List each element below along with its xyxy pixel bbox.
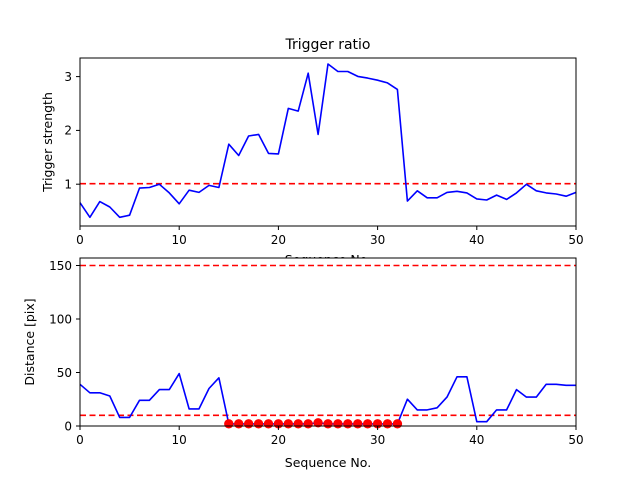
bottom-x-tick-label: 0: [76, 433, 84, 447]
bottom-x-tick-label: 10: [172, 433, 187, 447]
top-x-tick-label: 30: [370, 233, 385, 247]
top-x-ticks: 0 10 20 30 40 50: [76, 226, 584, 247]
bottom-marker-point: [293, 419, 303, 429]
bottom-x-ticks: 0 10 20 30 40 50: [76, 426, 584, 447]
bottom-marker-point: [253, 419, 264, 429]
top-y-tick-label: 1: [64, 178, 72, 192]
bottom-marker-point: [382, 419, 393, 429]
top-plot-area: [79, 63, 577, 219]
top-axes-frame: [79, 57, 577, 227]
top-y-tick-label: 2: [64, 124, 72, 138]
top-x-tick-label: 20: [271, 233, 286, 247]
top-x-tick-label: 40: [469, 233, 484, 247]
bottom-subplot: 0 10 20 30 40 50 0 50 100 150 Distance […: [22, 257, 584, 470]
bottom-y-tick-label: 0: [64, 419, 72, 433]
bottom-y-tick-label: 150: [49, 259, 72, 273]
bottom-marker-point: [392, 419, 403, 429]
top-y-tick-label: 3: [64, 70, 72, 84]
bottom-x-tick-label: 40: [469, 433, 484, 447]
bottom-axes-frame: [79, 257, 577, 427]
bottom-marker-point: [323, 419, 333, 429]
top-y-ticks: 1 2 3: [64, 70, 80, 192]
bottom-marker-point: [303, 419, 313, 429]
top-chart-title: Trigger ratio: [284, 37, 370, 53]
bottom-y-tick-label: 100: [49, 312, 72, 326]
bottom-x-tick-label: 30: [370, 433, 385, 447]
bottom-marker-point: [234, 419, 244, 429]
bottom-marker-point: [224, 419, 234, 429]
bottom-marker-point: [263, 419, 274, 429]
top-y-axis-label: Trigger strength: [40, 92, 55, 193]
bottom-axes-background: [80, 258, 576, 426]
bottom-marker-point: [343, 419, 353, 429]
bottom-marker-point: [313, 418, 323, 428]
bottom-x-tick-label: 20: [271, 433, 286, 447]
bottom-marker-point: [243, 419, 254, 429]
bottom-x-tick-label: 50: [568, 433, 583, 447]
top-x-tick-label: 50: [568, 233, 583, 247]
top-x-tick-label: 10: [172, 233, 187, 247]
top-x-tick-label: 0: [76, 233, 84, 247]
bottom-y-axis-label: Distance [pix]: [22, 298, 37, 385]
bottom-marker-point: [283, 419, 294, 429]
top-series-line: [79, 63, 577, 219]
bottom-y-tick-label: 50: [57, 366, 72, 380]
bottom-x-axis-label: Sequence No.: [285, 455, 371, 470]
bottom-marker-point: [353, 419, 363, 429]
bottom-marker-point: [333, 419, 343, 429]
bottom-y-ticks: 0 50 100 150: [49, 259, 80, 433]
bottom-marker-point: [362, 419, 373, 429]
